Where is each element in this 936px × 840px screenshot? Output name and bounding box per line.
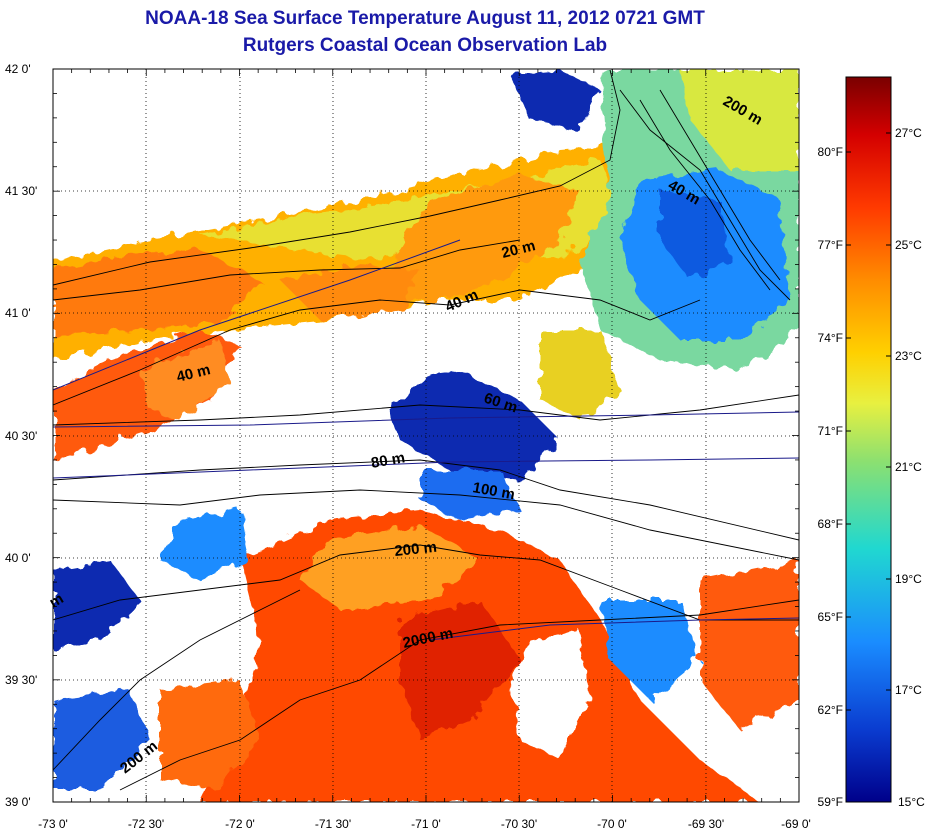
fahrenheit-label: 74°F bbox=[818, 331, 843, 345]
celsius-label: 27°C bbox=[895, 126, 922, 140]
celsius-label: 21°C bbox=[895, 460, 922, 474]
lon-tick-label: -69 0' bbox=[781, 817, 811, 831]
isobath-lines bbox=[53, 69, 799, 791]
colorbar-ticks bbox=[846, 132, 891, 711]
fahrenheit-label: 59°F bbox=[818, 795, 843, 809]
celsius-label: 17°C bbox=[895, 683, 922, 697]
lat-tick-label: 40 30' bbox=[5, 429, 37, 443]
lon-tick-label: -71 0' bbox=[411, 817, 441, 831]
lon-tick-label: -72 0' bbox=[225, 817, 255, 831]
fahrenheit-label: 62°F bbox=[818, 703, 843, 717]
celsius-label: 23°C bbox=[895, 349, 922, 363]
lat-tick-label: 41 30' bbox=[5, 184, 37, 198]
colorbar bbox=[845, 76, 892, 803]
celsius-label: 15°C bbox=[898, 795, 925, 809]
lon-tick-label: -73 0' bbox=[38, 817, 68, 831]
fahrenheit-label: 77°F bbox=[818, 238, 843, 252]
isobath-label: 80 m bbox=[370, 449, 407, 472]
lat-tick-label: 39 0' bbox=[5, 795, 31, 809]
lon-tick-label: -70 30' bbox=[501, 817, 537, 831]
celsius-label: 19°C bbox=[895, 572, 922, 586]
lon-tick-label: -71 30' bbox=[315, 817, 351, 831]
fahrenheit-label: 71°F bbox=[818, 424, 843, 438]
lon-axis: -73 0' -72 30' -72 0' -71 30' -71 0' -70… bbox=[38, 817, 811, 831]
lat-axis: 42 0' 41 30' 41 0' 40 30' 40 0' 39 30' 3… bbox=[5, 62, 37, 809]
section-lines bbox=[53, 239, 799, 641]
map-subtitle: Rutgers Coastal Ocean Observation Lab bbox=[242, 35, 608, 56]
lat-tick-label: 40 0' bbox=[5, 551, 31, 565]
graticule bbox=[53, 69, 799, 802]
lat-tick-label: 41 0' bbox=[5, 306, 31, 320]
fahrenheit-label: 80°F bbox=[818, 145, 843, 159]
fahrenheit-label: 68°F bbox=[818, 517, 843, 531]
celsius-label: 25°C bbox=[895, 238, 922, 252]
lon-tick-label: -72 30' bbox=[128, 817, 164, 831]
lat-tick-label: 39 30' bbox=[5, 673, 37, 687]
map-title: NOAA-18 Sea Surface Temperature August 1… bbox=[145, 8, 705, 29]
colorbar-celsius-labels: 27°C 25°C 23°C 21°C 19°C 17°C 15°C bbox=[895, 126, 925, 809]
fahrenheit-label: 65°F bbox=[818, 610, 843, 624]
frame-ticks bbox=[52, 68, 800, 803]
lon-tick-label: -69 30' bbox=[688, 817, 724, 831]
lat-tick-label: 42 0' bbox=[5, 62, 31, 76]
sst-field bbox=[53, 70, 799, 802]
lon-tick-label: -70 0' bbox=[597, 817, 627, 831]
isobath-label: 200 m bbox=[394, 539, 438, 560]
colorbar-fahrenheit-labels: 80°F 77°F 74°F 71°F 68°F 65°F 62°F 59°F bbox=[818, 145, 843, 809]
